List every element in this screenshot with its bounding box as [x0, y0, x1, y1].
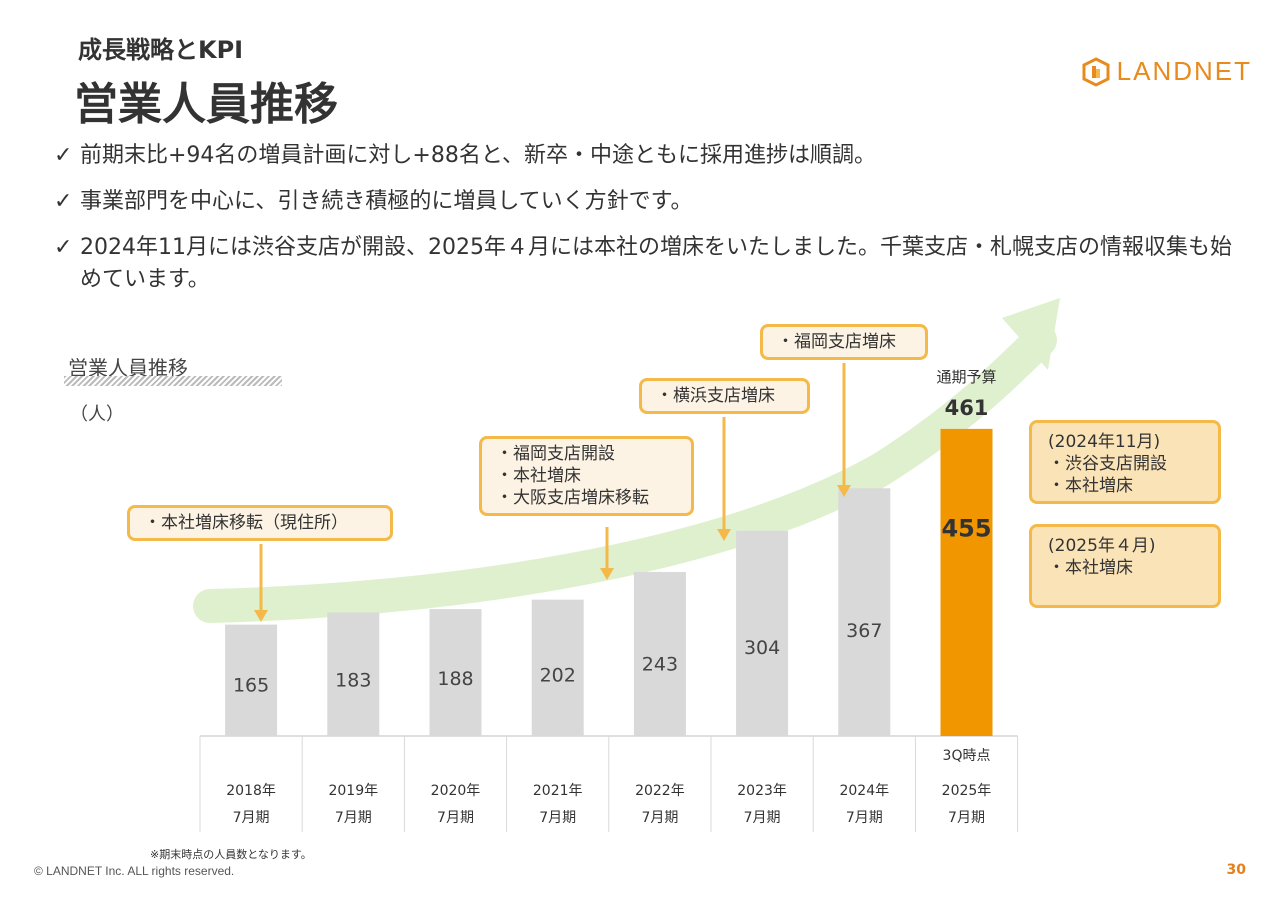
bar-note-label: 3Q時点 [943, 748, 991, 764]
milestone-callout: ・福岡支店増床 [760, 324, 928, 360]
x-tick-label: 7月期 [335, 810, 372, 826]
bar [940, 428, 993, 736]
x-tick-label: 2019年 [328, 783, 378, 799]
bullet-item: ✓ 2024年11月には渋谷支店が開設、2025年４月には本社の増床をいたしまし… [54, 232, 1234, 296]
callout-line: ・福岡支店増床 [777, 332, 896, 352]
copyright: © LANDNET Inc. ALL rights reserved. [34, 864, 235, 878]
section-title: 成長戦略とKPI [78, 36, 244, 64]
callout-line: ・本社増床移転（現住所） [144, 513, 348, 533]
bullet-item: ✓ 事業部門を中心に、引き続き積極的に増員していく方針です。 [54, 186, 1254, 218]
x-tick-label: 7月期 [948, 810, 985, 826]
bar-value-label: 188 [437, 668, 473, 690]
bar [531, 599, 584, 736]
footnote: ※期末時点の人員数となります。 [150, 848, 312, 861]
x-tick-label: 2020年 [431, 783, 481, 799]
bar [327, 612, 380, 736]
x-tick-label: 2018年 [226, 783, 276, 799]
bar-value-label: 367 [846, 620, 882, 642]
landnet-logo-icon [1082, 56, 1110, 87]
callout-pointer-head [717, 529, 731, 541]
page-number: 30 [1226, 862, 1246, 878]
check-icon: ✓ [54, 189, 73, 214]
bar [429, 609, 482, 736]
x-tick-label: 7月期 [539, 810, 576, 826]
side-note-box: (2024年11月) ・渋谷支店開設 ・本社増床 [1029, 420, 1221, 504]
forecast-label: 通期予算 [936, 368, 996, 386]
bar [736, 530, 789, 736]
milestone-callout: ・福岡支店開設 ・本社増床 ・大阪支店増床移転 [479, 436, 694, 516]
callout-line: ・大阪支店増床移転 [496, 488, 649, 508]
x-tick-label: 7月期 [437, 810, 474, 826]
x-tick-label: 2023年 [737, 783, 787, 799]
x-tick-label: 2022年 [635, 783, 685, 799]
forecast-value: 461 [945, 396, 989, 420]
side-note-line: ・本社増床 [1048, 558, 1133, 578]
page-title: 営業人員推移 [74, 79, 338, 130]
x-tick-label: 7月期 [744, 810, 781, 826]
side-note-line: (2025年４月) [1048, 536, 1156, 556]
side-note-line: (2024年11月) [1048, 432, 1161, 452]
x-tick-label: 2025年 [942, 783, 992, 799]
bar-value-label: 202 [540, 664, 576, 686]
chart-unit: （人） [70, 404, 124, 425]
bar [225, 624, 278, 736]
x-tick-label: 2024年 [839, 783, 889, 799]
bullet-list: ✓ 前期末比+94名の増員計画に対し+88名と、新卒・中途ともに採用進捗は順調。… [54, 140, 1254, 310]
bar-value-label: 455 [941, 514, 991, 542]
bar [838, 488, 891, 736]
check-icon: ✓ [54, 235, 73, 260]
callout-line: ・本社増床 [496, 466, 581, 486]
company-logo: LANDNET [1081, 56, 1252, 87]
growth-arrow-head [1002, 298, 1060, 370]
chart-title-underline [64, 376, 282, 386]
bar-value-label: 165 [233, 674, 269, 696]
growth-arrow-band [193, 323, 1057, 623]
bullet-text: 2024年11月には渋谷支店が開設、2025年４月には本社の増床をいたしました。… [80, 235, 1232, 292]
side-note-line: ・本社増床 [1048, 476, 1133, 496]
logo-text: LANDNET [1116, 56, 1252, 86]
callout-pointer-head [837, 485, 851, 497]
side-note-line: ・渋谷支店開設 [1048, 454, 1167, 474]
x-tick-label: 7月期 [846, 810, 883, 826]
bar-value-label: 304 [744, 637, 780, 659]
bar-value-label: 183 [335, 670, 371, 692]
x-tick-label: 7月期 [641, 810, 678, 826]
milestone-callout: ・横浜支店増床 [639, 378, 810, 414]
bar [633, 571, 686, 736]
check-icon: ✓ [54, 143, 73, 168]
callout-line: ・横浜支店増床 [656, 386, 775, 406]
x-tick-label: 2021年 [533, 783, 583, 799]
callout-pointer-head [254, 610, 268, 622]
bullet-text: 前期末比+94名の増員計画に対し+88名と、新卒・中途ともに採用進捗は順調。 [80, 143, 876, 168]
callout-line: ・福岡支店開設 [496, 444, 615, 464]
bar-value-label: 243 [642, 653, 678, 675]
side-note-box: (2025年４月) ・本社増床 [1029, 524, 1221, 608]
bullet-text: 事業部門を中心に、引き続き積極的に増員していく方針です。 [80, 189, 693, 214]
bullet-item: ✓ 前期末比+94名の増員計画に対し+88名と、新卒・中途ともに採用進捗は順調。 [54, 140, 1254, 172]
callout-pointer-head [600, 568, 614, 580]
x-tick-label: 7月期 [233, 810, 270, 826]
milestone-callout: ・本社増床移転（現住所） [127, 505, 393, 541]
